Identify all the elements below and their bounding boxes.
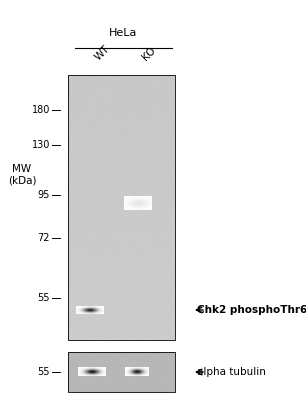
Bar [68,352,175,392]
Text: Chk2 phosphoThr68: Chk2 phosphoThr68 [197,305,306,315]
Text: 95: 95 [38,190,50,200]
Bar [68,75,175,340]
Text: alpha tubulin: alpha tubulin [197,367,266,377]
Text: KO: KO [140,45,157,62]
Text: 72: 72 [38,233,50,243]
Text: HeLa: HeLa [109,28,138,38]
Text: 55: 55 [38,293,50,303]
Text: WT: WT [93,43,112,62]
Text: 180: 180 [32,105,50,115]
Text: 55: 55 [38,367,50,377]
Text: 130: 130 [32,140,50,150]
Text: MW
(kDa): MW (kDa) [8,164,36,186]
